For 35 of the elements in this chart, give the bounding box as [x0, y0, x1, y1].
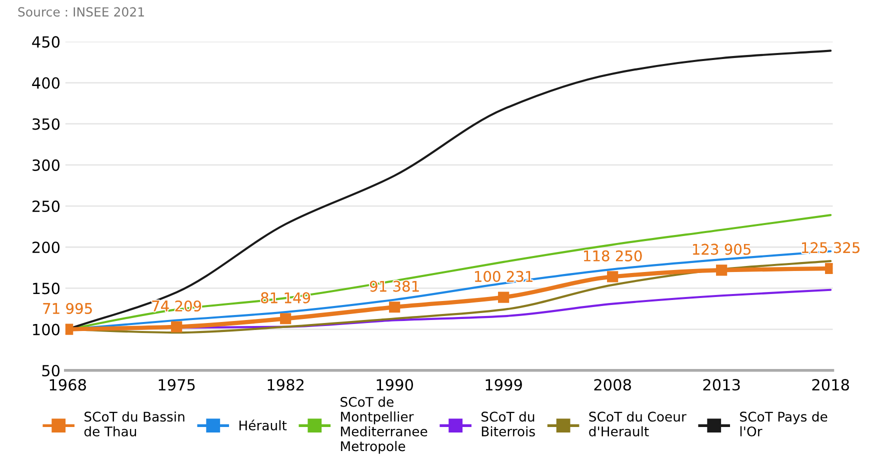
y-tick-label: 250 — [32, 200, 60, 212]
legend-label: SCoT de Montpellier Mediterranee Metropole — [340, 396, 428, 454]
y-tick-label: 450 — [32, 36, 60, 48]
annotation: 71 995 — [43, 302, 92, 314]
x-tick-label: 2013 — [703, 379, 740, 391]
annotation: 118 250 — [584, 250, 642, 262]
y-tick-label: 300 — [32, 159, 60, 171]
y-tick-label: 50 — [42, 364, 60, 376]
y-tick-label: 400 — [32, 77, 60, 89]
annotation: 125 325 — [802, 242, 860, 254]
point — [280, 313, 292, 324]
x-tick-label: 1982 — [268, 379, 304, 391]
x-tick-label: 1999 — [486, 379, 522, 391]
legend-label: SCoT du Bassin de Thau — [84, 411, 184, 436]
x-tick-label: 2008 — [594, 379, 631, 391]
y-tick-label: 350 — [32, 118, 60, 130]
point — [716, 264, 728, 276]
point — [171, 321, 182, 332]
legend-label: SCoT du Biterrois — [482, 411, 535, 436]
x-tick-label: 1990 — [376, 379, 414, 391]
x-tick-label: 2018 — [812, 379, 849, 391]
point — [498, 292, 510, 303]
point — [389, 302, 400, 313]
y-tick-label: 200 — [32, 242, 60, 254]
legend-label: SCoT du Coeur d'Herault — [589, 411, 686, 436]
y-tick-label: 100 — [33, 324, 60, 336]
y-tick-label: 150 — [33, 282, 60, 294]
source-note: Source : INSEE 2021 — [18, 7, 144, 17]
legend-label: SCoT Pays de l'Or — [740, 411, 828, 436]
x-tick-label: 1975 — [158, 379, 195, 391]
x-tick-label: 1968 — [50, 379, 86, 391]
point — [607, 271, 618, 282]
legend-label: Hérault — [239, 420, 287, 430]
annotation: 100 231 — [475, 270, 532, 282]
annotation: 123 905 — [693, 244, 750, 255]
